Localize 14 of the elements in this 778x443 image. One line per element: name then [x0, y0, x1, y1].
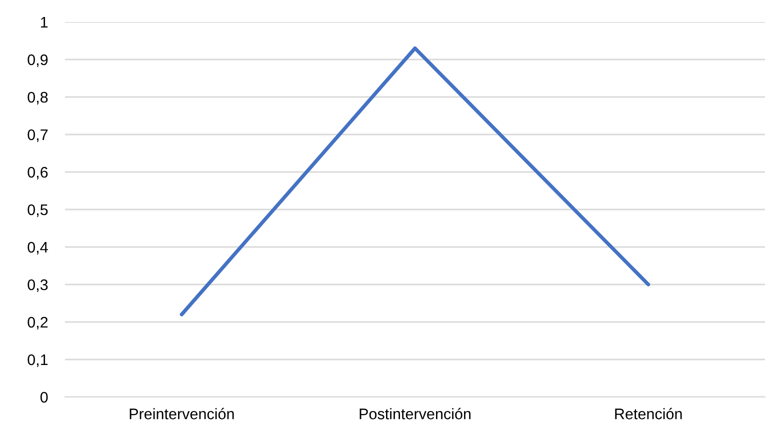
y-tick-label: 1	[41, 17, 48, 28]
y-tick-label: 0,3	[28, 279, 48, 292]
y-tick-label: 0,2	[28, 316, 48, 330]
y-tick-label: 0,6	[28, 166, 48, 180]
y-tick-label: 0,7	[28, 129, 48, 142]
x-tick-label: Preintervención	[130, 408, 234, 420]
x-tick-label: Postintervención	[360, 408, 470, 420]
y-tick-label: 0,8	[28, 92, 48, 104]
y-tick-label: 0	[40, 392, 48, 403]
y-tick-label: 0,1	[28, 354, 48, 367]
y-tick-label: 0,5	[28, 204, 48, 217]
y-tick-label: 0,4	[28, 242, 48, 254]
y-tick-label: 0,9	[28, 54, 48, 67]
x-tick-label: Retención	[615, 408, 682, 420]
